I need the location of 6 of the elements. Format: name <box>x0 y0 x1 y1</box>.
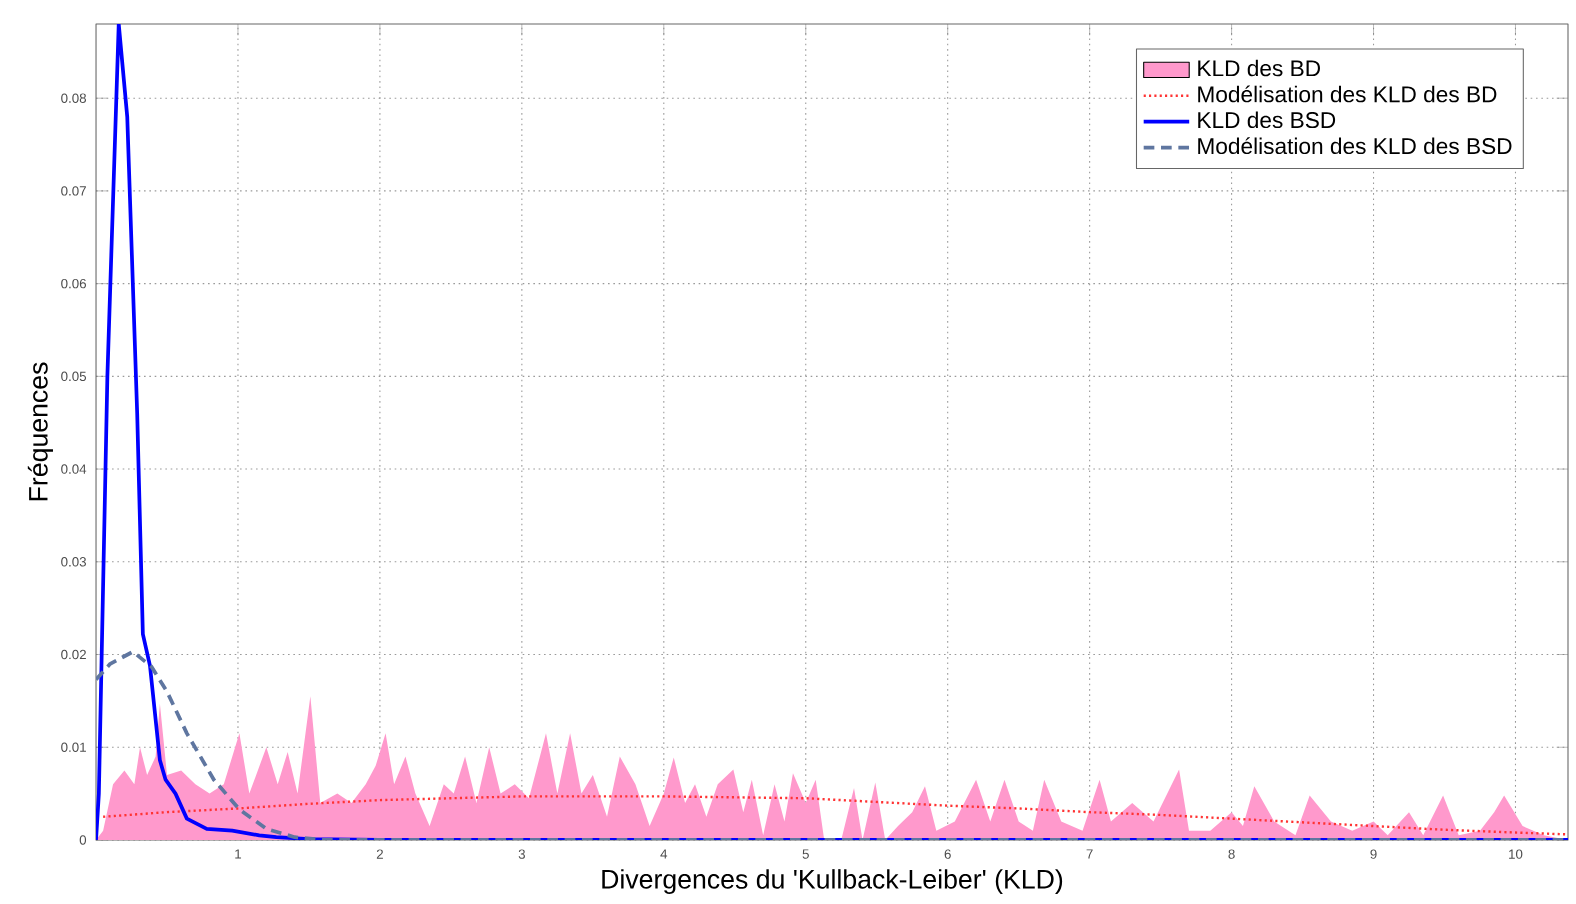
legend-label: Modélisation des KLD des BD <box>1198 85 1497 103</box>
y-axis-title: Fréquences <box>27 362 53 501</box>
legend-label: KLD des BD <box>1198 59 1320 77</box>
legend-label: Modélisation des KLD des BSD <box>1198 137 1512 155</box>
legend-label: KLD des BSD <box>1198 111 1336 129</box>
x-axis-title: Divergences du 'Kullback-Leiber' (KLD) <box>602 869 1063 894</box>
